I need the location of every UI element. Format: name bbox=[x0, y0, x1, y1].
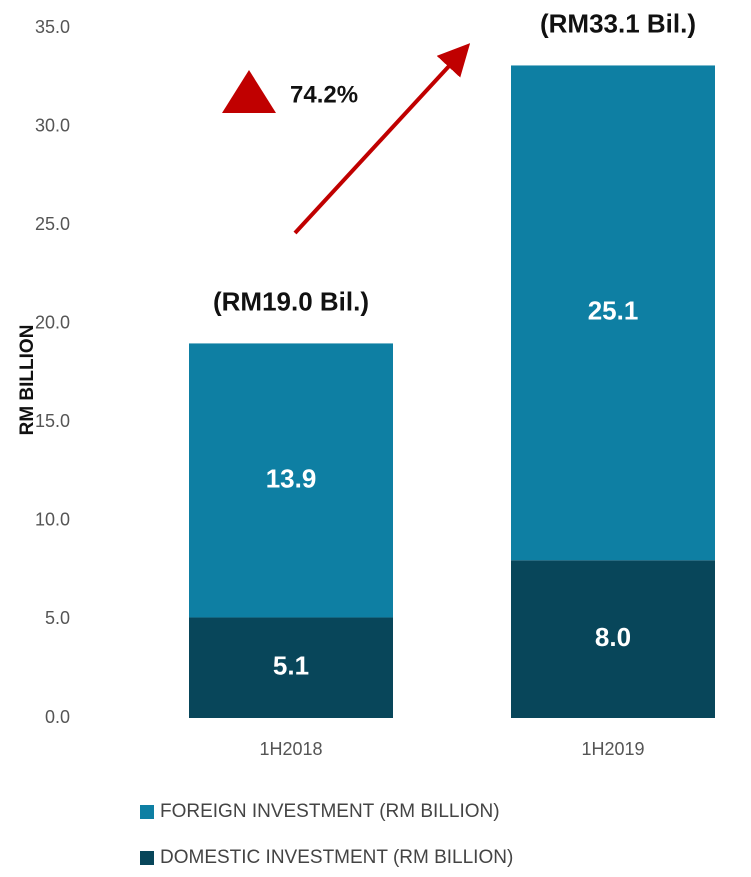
y-tick-label: 15.0 bbox=[35, 411, 70, 431]
y-tick-label: 35.0 bbox=[35, 17, 70, 37]
total-label: (RM19.0 Bil.) bbox=[213, 286, 369, 316]
data-label: 5.1 bbox=[273, 651, 309, 681]
y-tick-label: 25.0 bbox=[35, 214, 70, 234]
data-label: 13.9 bbox=[266, 463, 317, 493]
data-label: 25.1 bbox=[588, 296, 639, 326]
x-tick-label: 1H2019 bbox=[581, 739, 644, 759]
bar-segment bbox=[511, 65, 715, 561]
y-axis-label: RM BILLION bbox=[17, 325, 38, 436]
bar-segment bbox=[189, 617, 393, 718]
legend-label: DOMESTIC INVESTMENT (RM BILLION) bbox=[160, 847, 513, 868]
total-label: (RM33.1 Bil.) bbox=[540, 8, 696, 38]
legend-swatch bbox=[140, 805, 154, 819]
legend-label: FOREIGN INVESTMENT (RM BILLION) bbox=[160, 801, 500, 822]
y-tick-label: 30.0 bbox=[35, 115, 70, 135]
y-tick-label: 0.0 bbox=[45, 707, 70, 727]
bar-segment bbox=[189, 343, 393, 618]
legend-swatch bbox=[140, 851, 154, 865]
up-triangle bbox=[222, 70, 276, 113]
bar-segment bbox=[511, 560, 715, 718]
x-tick-label: 1H2018 bbox=[259, 739, 322, 759]
y-tick-label: 20.0 bbox=[35, 312, 70, 332]
growth-arrow bbox=[293, 43, 471, 235]
y-tick-label: 5.0 bbox=[45, 608, 70, 628]
data-label: 8.0 bbox=[595, 622, 631, 652]
growth-label: 74.2% bbox=[290, 81, 358, 108]
y-tick-label: 10.0 bbox=[35, 510, 70, 530]
